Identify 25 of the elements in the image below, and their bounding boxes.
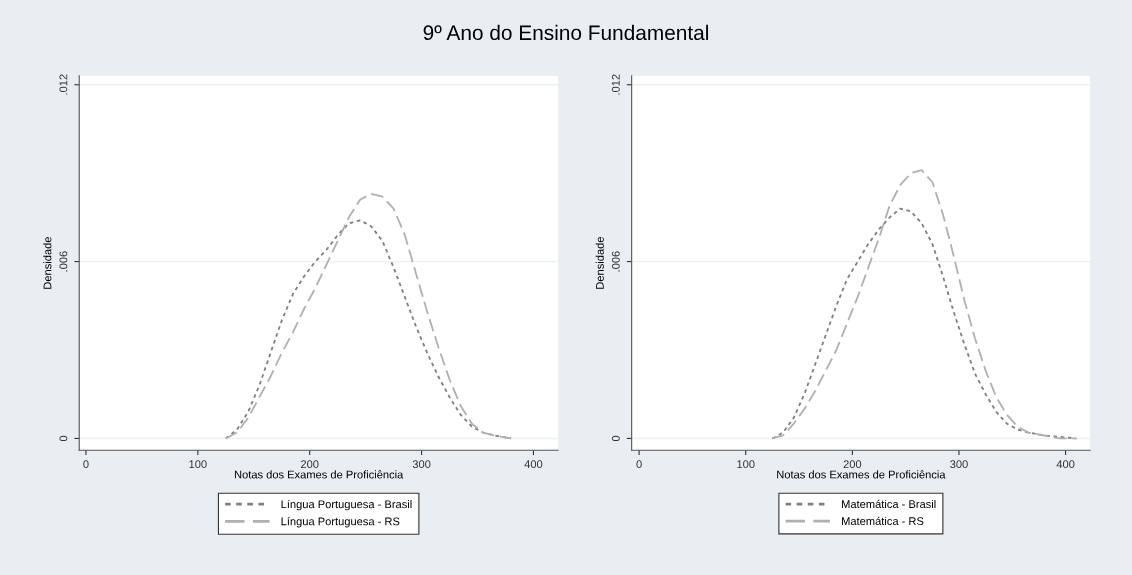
y-tick-label: .006: [59, 251, 68, 272]
x-tick-label: 200: [301, 460, 319, 469]
legend-label: Língua Portuguesa - RS: [281, 517, 400, 528]
legend-label: Matemática - RS: [842, 516, 924, 526]
x-tick-label: 100: [189, 460, 207, 469]
chart-title: 9º Ano do Ensino Fundamental: [423, 24, 708, 41]
x-tick-label: 300: [412, 460, 431, 469]
y-axis-title: Densidade: [43, 236, 52, 289]
legend-label: Matemática - Brasil: [842, 499, 936, 509]
y-tick-label: .006: [611, 251, 620, 272]
y-tick-label: .012: [59, 74, 68, 95]
y-tick-label: 0: [59, 435, 68, 442]
y-tick-label: .012: [611, 74, 620, 95]
y-tick-label: 0: [611, 435, 620, 442]
legend-label: Língua Portuguesa - Brasil: [281, 499, 412, 511]
x-tick-label: 0: [636, 460, 642, 469]
x-tick-label: 0: [83, 460, 89, 469]
x-tick-label: 300: [950, 460, 968, 469]
x-tick-label: 200: [843, 460, 862, 469]
y-axis-title: Densidade: [595, 236, 604, 289]
x-tick-label: 400: [1056, 460, 1075, 469]
x-tick-label: 400: [524, 460, 543, 469]
x-axis-title: Notas dos Exames de Proficiência: [234, 470, 404, 479]
x-tick-label: 100: [737, 460, 755, 469]
x-axis-title: Notas dos Exames de Proficiência: [777, 470, 946, 479]
